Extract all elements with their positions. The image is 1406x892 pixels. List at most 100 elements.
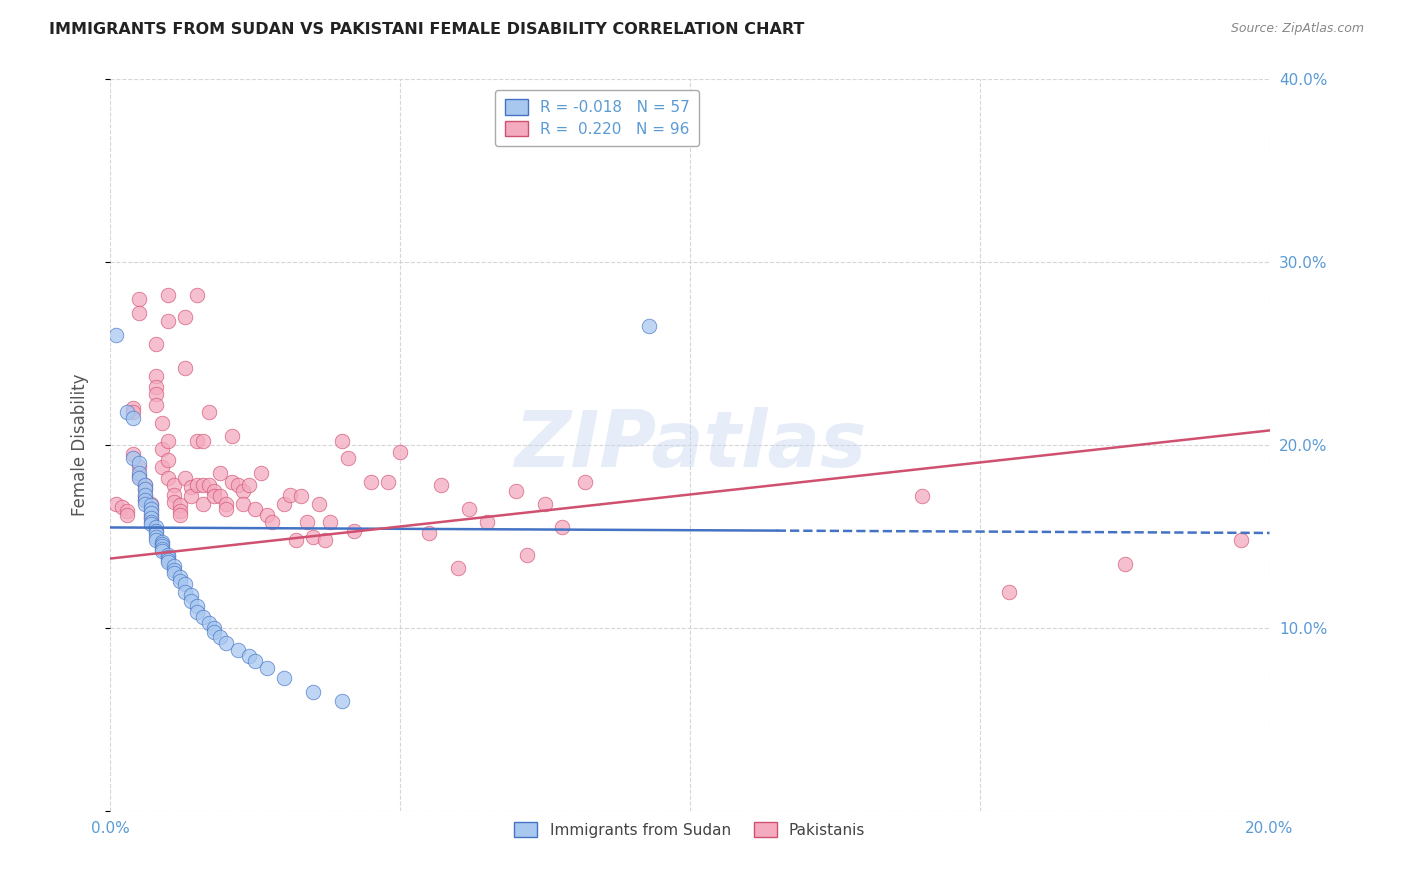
Point — [128, 460, 150, 475]
Point — [157, 549, 180, 564]
Point — [150, 539, 173, 553]
Point — [249, 466, 271, 480]
Legend: Immigrants from Sudan, Pakistanis: Immigrants from Sudan, Pakistanis — [509, 815, 872, 844]
Text: ZIPatlas: ZIPatlas — [513, 407, 866, 483]
Point — [197, 615, 219, 630]
Point — [191, 434, 214, 449]
Point — [145, 337, 167, 351]
Point — [150, 416, 173, 430]
Point — [145, 525, 167, 540]
Point — [191, 497, 214, 511]
Point — [134, 487, 156, 501]
Point — [238, 478, 260, 492]
Point — [128, 469, 150, 483]
Point — [174, 471, 197, 485]
Point — [134, 482, 156, 496]
Point — [174, 577, 197, 591]
Point — [157, 548, 180, 562]
Point — [139, 502, 162, 516]
Point — [157, 555, 180, 569]
Point — [163, 487, 186, 501]
Point — [458, 502, 481, 516]
Point — [157, 313, 180, 327]
Point — [186, 288, 208, 302]
Point — [180, 480, 202, 494]
Point — [429, 478, 451, 492]
Point — [134, 497, 156, 511]
Point — [238, 648, 260, 663]
Point — [997, 584, 1019, 599]
Point — [104, 328, 127, 343]
Point — [273, 497, 295, 511]
Point — [336, 450, 359, 465]
Point — [134, 489, 156, 503]
Point — [134, 493, 156, 508]
Point — [638, 319, 661, 334]
Point — [134, 478, 156, 492]
Point — [209, 630, 232, 644]
Point — [551, 520, 574, 534]
Point — [104, 497, 127, 511]
Point — [150, 537, 173, 551]
Point — [174, 584, 197, 599]
Point — [117, 405, 139, 419]
Point — [388, 445, 411, 459]
Y-axis label: Female Disability: Female Disability — [72, 374, 89, 516]
Point — [139, 511, 162, 525]
Point — [204, 489, 226, 503]
Point — [157, 452, 180, 467]
Point — [157, 288, 180, 302]
Point — [534, 497, 557, 511]
Point — [191, 610, 214, 624]
Point — [418, 525, 440, 540]
Point — [574, 475, 596, 489]
Point — [226, 478, 249, 492]
Point — [163, 558, 186, 573]
Point — [186, 605, 208, 619]
Point — [284, 533, 307, 548]
Point — [163, 495, 186, 509]
Point — [157, 553, 180, 567]
Point — [174, 310, 197, 324]
Point — [145, 520, 167, 534]
Point — [360, 475, 382, 489]
Point — [139, 506, 162, 520]
Point — [111, 500, 134, 515]
Point — [273, 671, 295, 685]
Point — [197, 478, 219, 492]
Point — [186, 478, 208, 492]
Point — [221, 475, 243, 489]
Point — [128, 471, 150, 485]
Point — [145, 533, 167, 548]
Point — [377, 475, 399, 489]
Point — [139, 502, 162, 516]
Point — [134, 493, 156, 508]
Point — [191, 478, 214, 492]
Point — [204, 624, 226, 639]
Point — [139, 497, 162, 511]
Point — [145, 387, 167, 401]
Point — [290, 489, 312, 503]
Point — [186, 434, 208, 449]
Point — [243, 654, 266, 668]
Point — [163, 563, 186, 577]
Point — [447, 560, 470, 574]
Point — [145, 368, 167, 383]
Point — [232, 497, 254, 511]
Point — [169, 570, 191, 584]
Point — [215, 502, 238, 516]
Point — [330, 694, 353, 708]
Text: Source: ZipAtlas.com: Source: ZipAtlas.com — [1230, 22, 1364, 36]
Point — [150, 535, 173, 549]
Point — [157, 471, 180, 485]
Point — [262, 515, 284, 529]
Point — [180, 593, 202, 607]
Point — [134, 478, 156, 492]
Point — [139, 499, 162, 513]
Point — [145, 530, 167, 544]
Point — [145, 398, 167, 412]
Point — [150, 460, 173, 475]
Point — [169, 508, 191, 522]
Point — [169, 504, 191, 518]
Point — [308, 497, 330, 511]
